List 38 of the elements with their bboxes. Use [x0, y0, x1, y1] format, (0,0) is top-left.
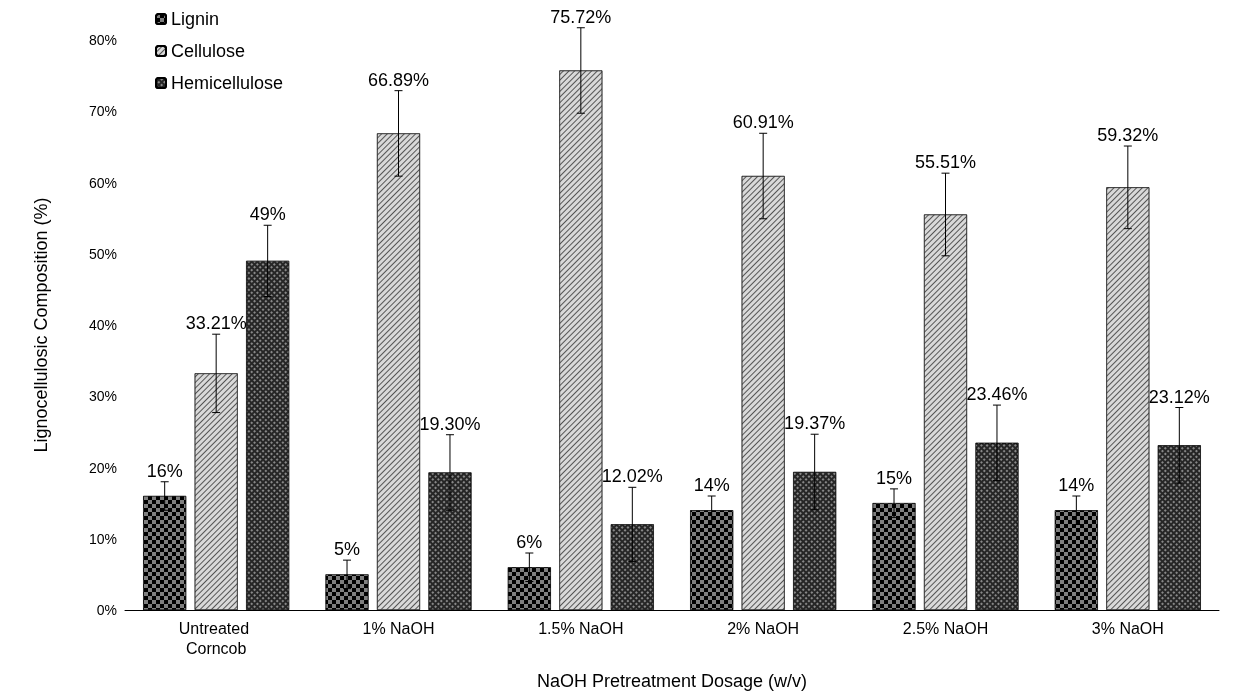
legend-label: Cellulose	[171, 41, 246, 61]
y-tick-label: 80%	[88, 32, 117, 48]
data-label: 15%	[876, 467, 913, 488]
x-tick-label: 1% NaOH	[362, 619, 435, 637]
legend-label: Lignin	[171, 9, 220, 29]
x-tick-label: 2.5% NaOH	[902, 619, 989, 637]
data-label: 6%	[516, 532, 543, 552]
y-tick-label: 50%	[88, 245, 117, 262]
data-label: 75.72%	[550, 6, 612, 27]
y-tick-label: 20%	[88, 459, 117, 476]
y-tick-label: 70%	[88, 103, 117, 120]
x-axis-title: NaOH Pretreatment Dosage (w/v)	[536, 671, 808, 691]
y-tick-label: 10%	[88, 530, 117, 547]
data-label: 5%	[334, 539, 361, 560]
data-label: 19.37%	[784, 413, 846, 434]
x-tick-label: 2% NaOH	[727, 619, 800, 637]
data-label: 60.91%	[732, 112, 794, 133]
x-tick-label: 1.5% NaOH	[538, 619, 624, 637]
y-tick-label: 40%	[88, 317, 117, 333]
data-label: 14%	[1058, 475, 1095, 495]
data-label: 12.02%	[601, 466, 663, 487]
data-label: 16%	[146, 460, 183, 481]
data-label: 14%	[693, 475, 730, 495]
data-label: 19.30%	[419, 413, 481, 434]
x-tick-label: Untreated Corncob	[178, 619, 254, 657]
data-label: 59.32%	[1097, 125, 1159, 146]
data-label: 55.51%	[914, 152, 977, 173]
data-label: 23.46%	[966, 384, 1028, 405]
data-label: 49%	[249, 204, 286, 225]
x-tick-label: 3% NaOH	[1091, 619, 1164, 637]
legend-label: Hemicellulose	[171, 73, 284, 93]
y-tick-label: 0%	[96, 602, 117, 618]
y-tick-label: 30%	[88, 388, 117, 405]
data-label: 66.89%	[367, 69, 430, 90]
y-axis-title: Lignocellulosic Composition (%)	[31, 197, 51, 453]
y-tick-label: 60%	[88, 174, 117, 191]
data-label: 23.12%	[1148, 386, 1210, 407]
data-label: 33.21%	[185, 313, 247, 334]
